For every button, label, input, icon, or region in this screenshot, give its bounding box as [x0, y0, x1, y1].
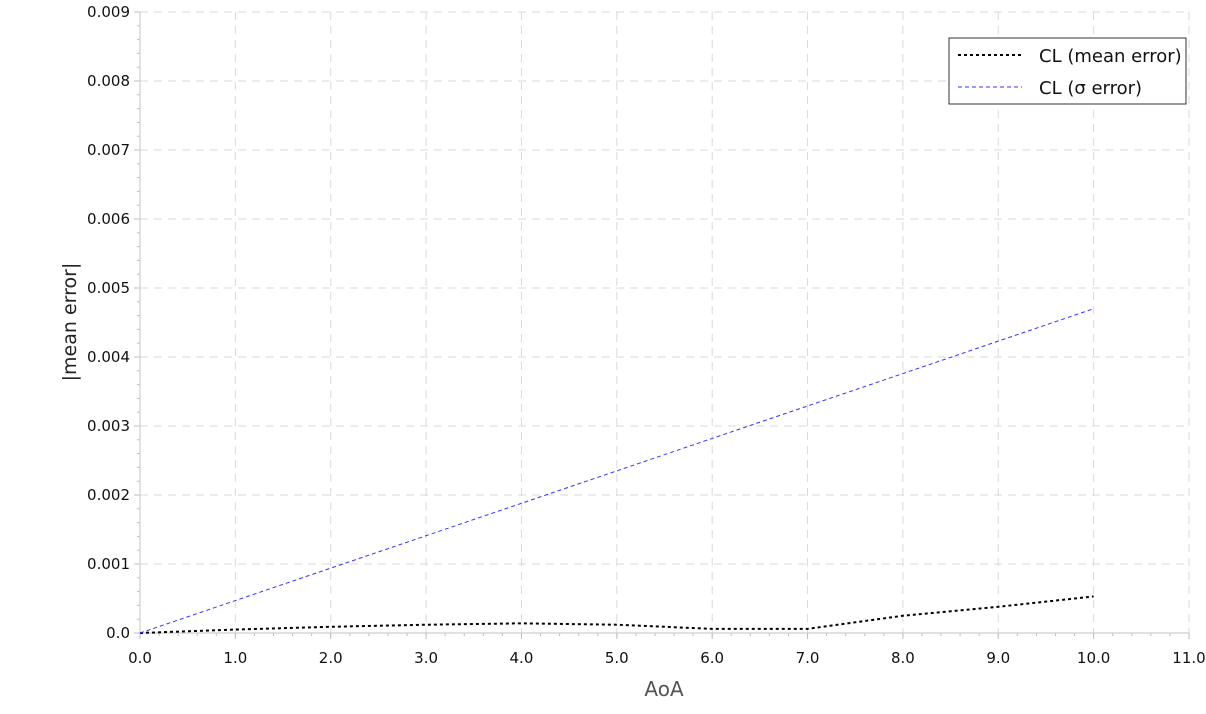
y-tick-label: 0.009	[87, 3, 130, 21]
x-tick-label: 7.0	[796, 649, 820, 667]
series-lines	[139, 308, 1094, 634]
x-tick-label: 6.0	[700, 649, 724, 667]
x-tick-label: 5.0	[605, 649, 629, 667]
x-tick-label: 8.0	[891, 649, 915, 667]
legend: CL (mean error) CL (σ error)	[948, 37, 1187, 105]
x-tick-label: 3.0	[414, 649, 438, 667]
x-tick-labels: 0.0 1.0 2.0 3.0 4.0 5.0 6.0 7.0 8.0 9.0 10.0 11.0	[128, 649, 1206, 667]
x-tick-label: 10.0	[1077, 649, 1110, 667]
y-tick-label: 0.0	[106, 624, 130, 642]
legend-box	[948, 37, 1187, 105]
x-tick-label: 11.0	[1172, 649, 1205, 667]
x-tick-label: 2.0	[319, 649, 343, 667]
legend-label-sigma-error: CL (σ error)	[1039, 78, 1142, 99]
y-axis-label: |mean error|	[59, 263, 81, 382]
y-tick-label: 0.008	[87, 72, 130, 90]
y-tick-label: 0.006	[87, 210, 130, 228]
y-tick-labels: 0.0 0.001 0.002 0.003 0.004 0.005 0.006 0.007 0.…	[87, 3, 130, 642]
y-tick-label: 0.002	[87, 486, 130, 504]
y-tick-label: 0.001	[87, 555, 130, 573]
x-tick-label: 0.0	[128, 649, 152, 667]
x-tick-label: 4.0	[510, 649, 534, 667]
y-tick-label: 0.004	[87, 348, 130, 366]
x-axis-label: AoA	[644, 677, 684, 701]
axes	[134, 11, 1190, 639]
x-tick-label: 1.0	[223, 649, 247, 667]
series-line-mean-error	[139, 595, 1094, 634]
grid	[140, 11, 1190, 633]
legend-label-mean-error: CL (mean error)	[1039, 46, 1182, 67]
y-tick-label: 0.003	[87, 417, 130, 435]
y-tick-label: 0.005	[87, 279, 130, 297]
x-tick-label: 9.0	[986, 649, 1010, 667]
y-tick-label: 0.007	[87, 141, 130, 159]
